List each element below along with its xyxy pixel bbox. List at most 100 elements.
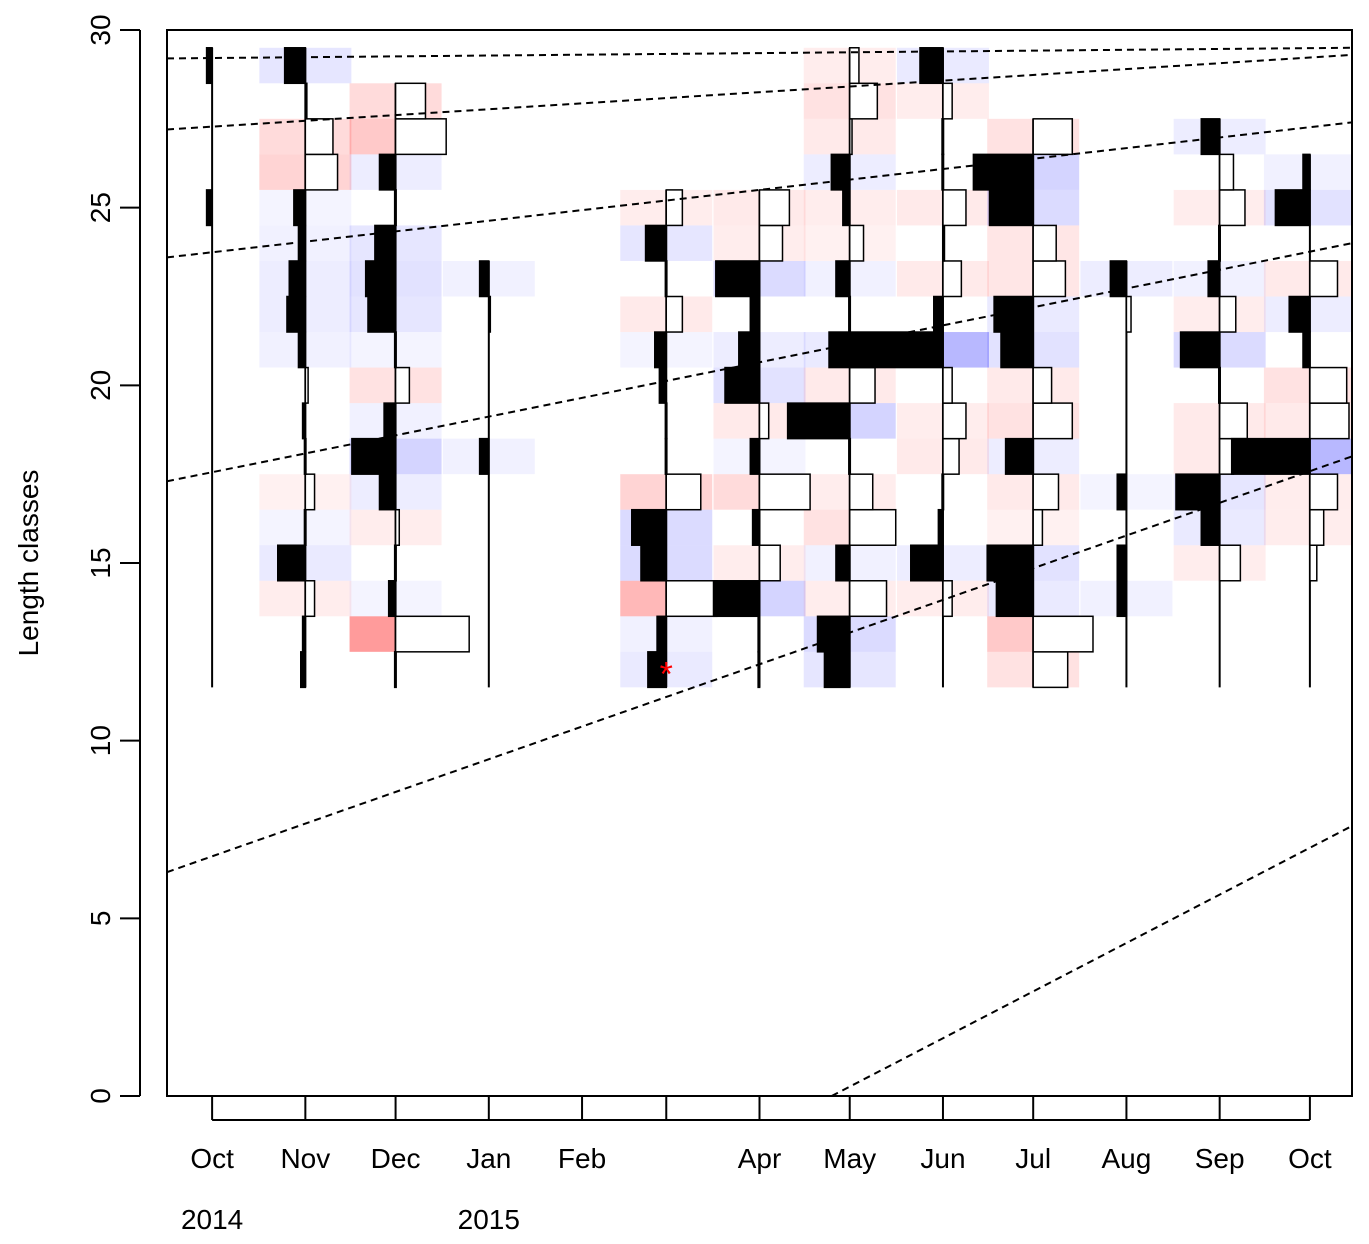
y-tick-label: 0: [85, 1088, 116, 1104]
frequency-bar: [304, 473, 316, 511]
frequency-bar: [1230, 437, 1311, 475]
year-label: 2015: [458, 1204, 520, 1235]
frequency-bar: [277, 544, 307, 582]
frequency-bar: [1032, 224, 1057, 262]
frequency-bar: [757, 651, 761, 689]
frequency-bar: [658, 366, 668, 404]
frequency-bar: [367, 295, 397, 333]
frequency-bar: [995, 580, 1034, 618]
frequency-bar: [654, 331, 668, 369]
frequency-bar: [715, 260, 761, 298]
frequency-bar: [1116, 544, 1128, 582]
growth-curve: [167, 455, 1352, 874]
frequency-bar: [942, 437, 960, 475]
frequency-bar: [288, 260, 307, 298]
frequency-bar: [848, 224, 865, 262]
frequency-bar: [758, 189, 791, 227]
frequency-bar: [942, 224, 946, 262]
frequency-bar: [644, 224, 668, 262]
frequency-bar: [665, 295, 684, 333]
frequency-bar: [751, 508, 761, 546]
frequency-bar: [1032, 651, 1069, 689]
frequency-bar: [848, 118, 853, 156]
growth-curve: [167, 121, 1352, 259]
frequency-bar: [664, 402, 668, 440]
y-axis-label: Length classes: [13, 470, 44, 657]
growth-curve: [831, 825, 1352, 1096]
y-tick-label: 15: [85, 547, 116, 578]
frequency-bar: [1302, 153, 1311, 191]
frequency-bar: [828, 331, 851, 369]
frequency-bar: [1218, 295, 1237, 333]
y-axis: 0 5 10 15 20 25 30: [85, 14, 141, 1104]
frequency-bar: [374, 224, 397, 262]
frequency-bar: [393, 189, 397, 227]
frequency-bars: [205, 47, 1350, 689]
frequency-bar: [941, 473, 945, 511]
frequency-bar: [304, 153, 339, 191]
x-tick-label: Jun: [920, 1143, 965, 1174]
frequency-bar: [1032, 473, 1060, 511]
frequency-bar: [304, 82, 308, 120]
frequency-bar: [297, 331, 307, 369]
frequency-bar: [758, 402, 770, 440]
frequency-bar: [478, 437, 490, 475]
frequency-bar: [830, 153, 851, 191]
frequency-bar: [478, 260, 490, 298]
frequency-bar: [303, 508, 307, 546]
frequency-bar: [1200, 118, 1221, 156]
frequency-bar: [303, 437, 307, 475]
frequency-bar: [738, 331, 761, 369]
frequency-bar: [1309, 366, 1348, 404]
frequency-bar: [835, 260, 851, 298]
recruitment-marker: *: [660, 656, 673, 694]
frequency-bar: [393, 544, 397, 582]
x-tick-label: Dec: [371, 1143, 421, 1174]
frequency-bar: [848, 82, 879, 120]
frequency-bar: [937, 508, 944, 546]
frequency-bar: [712, 580, 761, 618]
frequency-bar: [394, 615, 470, 653]
frequency-bar: [942, 260, 963, 298]
frequency-bar: [848, 508, 897, 546]
frequency-bar: [665, 580, 718, 618]
frequency-bar: [1125, 295, 1132, 333]
marker-star: *: [660, 656, 673, 694]
frequency-bar: [1288, 295, 1311, 333]
frequency-bar: [364, 260, 397, 298]
frequency-bar: [942, 402, 967, 440]
frequency-bar: [656, 615, 668, 653]
year-label: 2014: [181, 1204, 243, 1235]
frequency-bar: [351, 437, 397, 475]
frequency-bar: [664, 437, 668, 475]
frequency-bar: [910, 544, 944, 582]
frequency-bar: [786, 402, 851, 440]
frequency-bar: [1032, 615, 1094, 653]
frequency-bar: [850, 331, 944, 369]
frequency-bar: [1309, 402, 1350, 440]
frequency-bar: [758, 224, 784, 262]
frequency-bar: [758, 473, 811, 511]
frequency-bar: [1207, 260, 1221, 298]
x-tick-label: Jan: [466, 1143, 511, 1174]
frequency-bar: [942, 189, 967, 227]
frequency-bar: [394, 366, 411, 404]
frequency-bar: [823, 651, 851, 689]
frequency-bar: [205, 47, 213, 85]
frequency-bar: [665, 473, 702, 511]
frequency-bar: [1309, 473, 1339, 511]
frequency-bar: [988, 189, 1034, 227]
frequency-bar: [394, 508, 401, 546]
frequency-bar: [304, 118, 334, 156]
frequency-bar: [631, 508, 668, 546]
frequency-bar: [848, 47, 860, 85]
frequency-bar: [848, 473, 874, 511]
x-tick-label: Nov: [280, 1143, 330, 1174]
frequency-bar: [848, 437, 852, 475]
frequency-bar: [1032, 366, 1053, 404]
frequency-bar: [1217, 366, 1221, 404]
frequency-bar: [1000, 331, 1034, 369]
frequency-bar: [749, 295, 761, 333]
frequency-bar: [919, 47, 944, 85]
frequency-bar: [942, 82, 953, 120]
